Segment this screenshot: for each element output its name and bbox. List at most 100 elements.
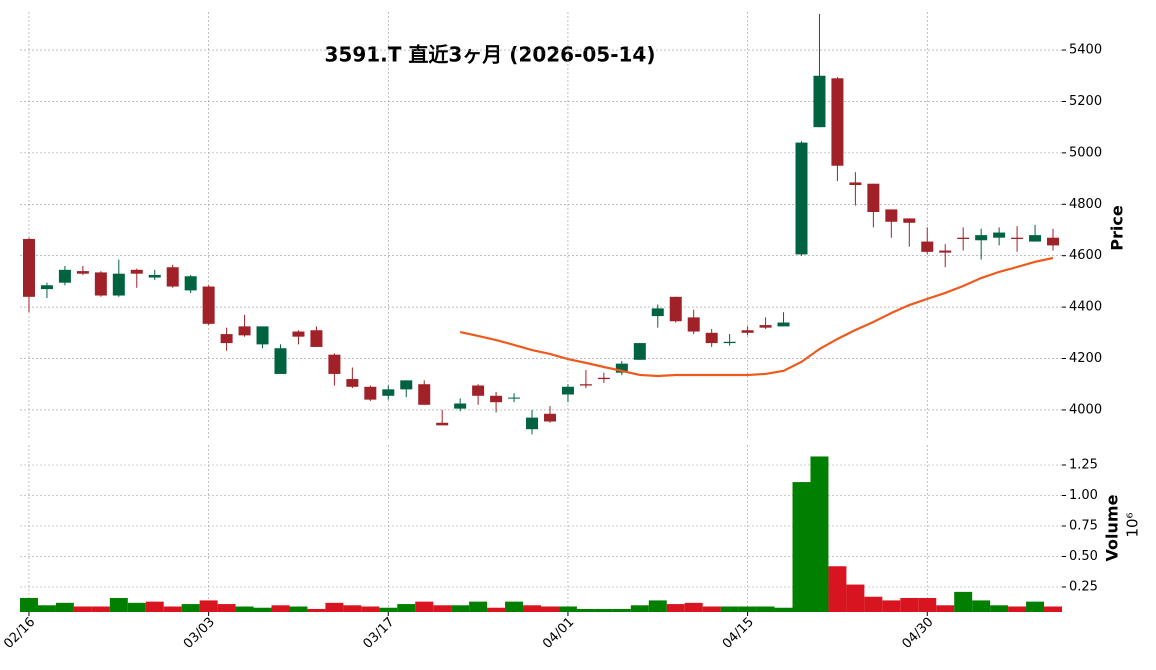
- candle-body: [292, 331, 305, 337]
- volume-bar: [253, 607, 272, 612]
- candle-body: [112, 273, 125, 296]
- axis-offset-label: 10⁶: [1124, 512, 1142, 537]
- candle-body: [561, 386, 574, 395]
- y-tick-label: 5200: [1069, 94, 1102, 109]
- volume-bar: [1026, 601, 1045, 612]
- volume-bar: [271, 605, 290, 612]
- candle-body: [184, 276, 197, 291]
- candle-body: [795, 142, 808, 255]
- moving-average-line: [459, 256, 1054, 378]
- y-tick-label: 5000: [1069, 145, 1102, 160]
- candle-body: [346, 379, 359, 387]
- volume-bar: [505, 601, 524, 612]
- volume-bar: [792, 482, 811, 612]
- candle-body: [975, 235, 988, 241]
- volume-bar: [397, 604, 416, 612]
- candle-body: [723, 341, 736, 344]
- volume-bar: [594, 608, 613, 612]
- volume-bar: [702, 606, 721, 612]
- volume-bar: [325, 602, 344, 612]
- volume-bar: [990, 605, 1009, 612]
- candle-body: [472, 385, 485, 396]
- candle-body: [705, 332, 718, 344]
- volume-bar: [882, 600, 901, 612]
- volume-bar: [774, 607, 793, 612]
- x-tick-label: 04/30: [899, 615, 936, 652]
- volume-bar: [684, 602, 703, 612]
- volume-bar: [612, 608, 631, 612]
- volume-bar: [936, 605, 955, 612]
- volume-bar: [127, 602, 146, 612]
- volume-bar: [648, 600, 667, 612]
- candle-body: [867, 183, 880, 212]
- chart-title: 3591.T 直近3ヶ月 (2026-05-14): [325, 43, 656, 67]
- candle-body: [597, 377, 610, 380]
- candle-body: [1029, 235, 1042, 242]
- candle-body: [382, 389, 395, 396]
- candle-body: [921, 241, 934, 252]
- candle-body: [256, 326, 269, 345]
- volume-bar: [828, 566, 847, 612]
- candle-body: [58, 269, 71, 283]
- candle-body: [418, 384, 431, 405]
- candle-body: [903, 218, 916, 223]
- candle-body: [777, 322, 790, 327]
- candle-body: [436, 422, 449, 426]
- y-tick-label: 0.75: [1069, 518, 1098, 533]
- volume-bar: [20, 597, 38, 612]
- y-tick-label: 4200: [1069, 351, 1102, 366]
- candle-body: [741, 330, 754, 333]
- candle-body: [526, 417, 539, 430]
- candle-body: [831, 78, 844, 166]
- candle-body: [238, 326, 251, 336]
- candle-body: [579, 384, 592, 386]
- volume-bar: [289, 606, 308, 612]
- candle-body: [274, 348, 287, 374]
- volume-bar: [199, 600, 218, 612]
- volume-bar: [73, 606, 92, 612]
- candle-body: [957, 237, 970, 239]
- candle-body: [202, 286, 215, 324]
- volume-bar: [541, 606, 559, 612]
- candle-body: [310, 330, 323, 347]
- candle-body: [94, 272, 107, 296]
- y-axis-label: Volume: [1103, 494, 1122, 561]
- y-tick-label: 4400: [1069, 300, 1102, 315]
- volume-bar: [433, 605, 452, 612]
- candle-body: [993, 232, 1006, 238]
- volume-bar: [558, 606, 577, 612]
- y-tick-label: 4000: [1069, 402, 1102, 417]
- candle-body: [885, 209, 898, 222]
- volume-bar: [307, 608, 326, 612]
- candle-body: [1011, 237, 1024, 239]
- volume-bar: [451, 605, 470, 612]
- volume-bar: [469, 601, 488, 612]
- volume-bar: [810, 456, 829, 612]
- volume-bar: [523, 605, 541, 612]
- volume-bar: [918, 597, 937, 612]
- y-tick-label: 0.25: [1069, 579, 1098, 594]
- volume-bar: [343, 605, 362, 612]
- candle-body: [669, 296, 682, 322]
- volume-bar: [181, 604, 200, 612]
- candle-body: [166, 267, 179, 287]
- candle-body: [22, 238, 35, 297]
- volume-bar: [720, 606, 739, 612]
- y-tick-label: 5400: [1069, 43, 1102, 58]
- volume-bar: [55, 602, 74, 612]
- candle-body: [220, 334, 233, 344]
- x-tick-label: 03/03: [181, 615, 218, 652]
- y-tick-label: 4600: [1069, 248, 1102, 263]
- y-tick-label: 0.50: [1069, 549, 1098, 564]
- volume-bar: [972, 600, 991, 612]
- candle-body: [40, 285, 53, 290]
- volume-bar: [1008, 606, 1027, 612]
- volume-bar: [145, 601, 164, 612]
- candle-body: [454, 403, 467, 409]
- candle-body: [849, 182, 862, 185]
- volume-bar: [900, 597, 919, 612]
- volume-bar: [630, 605, 649, 612]
- volume-bar: [738, 606, 757, 612]
- y-tick-label: 4800: [1069, 197, 1102, 212]
- volume-bar: [361, 606, 380, 612]
